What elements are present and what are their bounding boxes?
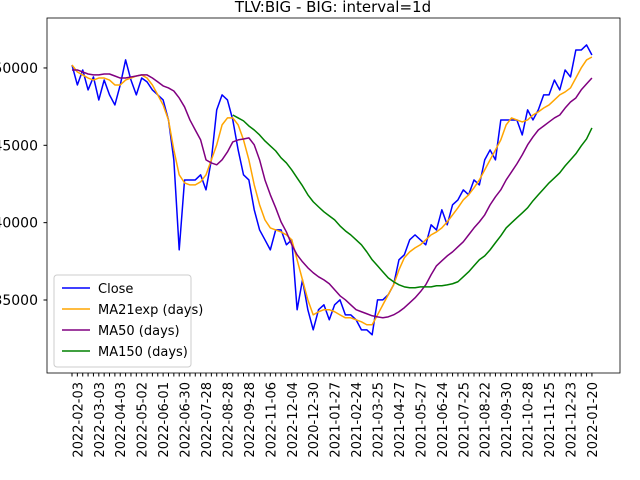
chart-title: TLV:BIG - BIG: interval=1d	[234, 0, 431, 16]
x-tick-label: 2021-05-27	[414, 382, 429, 458]
x-tick-label: 2021-12-23	[564, 382, 579, 458]
x-tick-label: 2021-01-27	[329, 382, 344, 458]
series-line	[72, 69, 593, 319]
x-tick-label: 2021-06-24	[436, 382, 451, 458]
plot-frame	[46, 17, 621, 374]
x-tick-label: 2021-10-28	[522, 382, 537, 458]
x-tick-label: 2022-03-03	[93, 382, 108, 458]
legend-box	[53, 274, 192, 368]
x-tick-label: 2022-09-28	[243, 382, 258, 458]
x-tick-label: 2021-09-30	[500, 382, 515, 458]
x-tick-label: 2022-05-02	[136, 382, 151, 458]
x-tick-label: 2022-01-20	[586, 382, 601, 458]
y-tick-label: 35000	[0, 293, 38, 309]
x-tick-label: 2021-07-25	[457, 382, 472, 458]
legend-label: MA21exp (days)	[98, 303, 203, 318]
x-tick-label: 2022-06-01	[157, 382, 172, 458]
legend: Close MA21exp (days) MA50 (days) MA150 (day…	[53, 274, 203, 368]
series-line	[232, 114, 593, 289]
x-tick-label: 2022-02-03	[71, 382, 86, 458]
y-tick-label: 45000	[0, 138, 38, 154]
x-tick-label: 2022-12-04	[286, 382, 301, 458]
legend-label: MA150 (days)	[98, 345, 188, 360]
y-tick-label: 40000	[0, 216, 38, 232]
series-line	[71, 56, 593, 326]
x-tick-label: 2022-11-06	[264, 382, 279, 458]
legend-label: MA50 (days)	[98, 324, 180, 339]
legend-label: Close	[98, 282, 133, 297]
x-tick-label: 2021-08-22	[479, 382, 494, 458]
x-tick-label: 2021-02-24	[350, 382, 365, 458]
x-tick-label: 2021-04-27	[393, 382, 408, 458]
x-tick-label: 2021-03-25	[372, 382, 387, 458]
x-tick-label: 2022-07-28	[200, 382, 215, 458]
x-tick-label: 2022-08-28	[221, 382, 236, 458]
x-tick-label: 2022-06-30	[179, 382, 194, 458]
x-tick-label: 2021-11-25	[543, 382, 558, 458]
x-tick-label: 2020-12-30	[307, 382, 322, 458]
x-tick-label: 2022-04-03	[114, 382, 129, 458]
